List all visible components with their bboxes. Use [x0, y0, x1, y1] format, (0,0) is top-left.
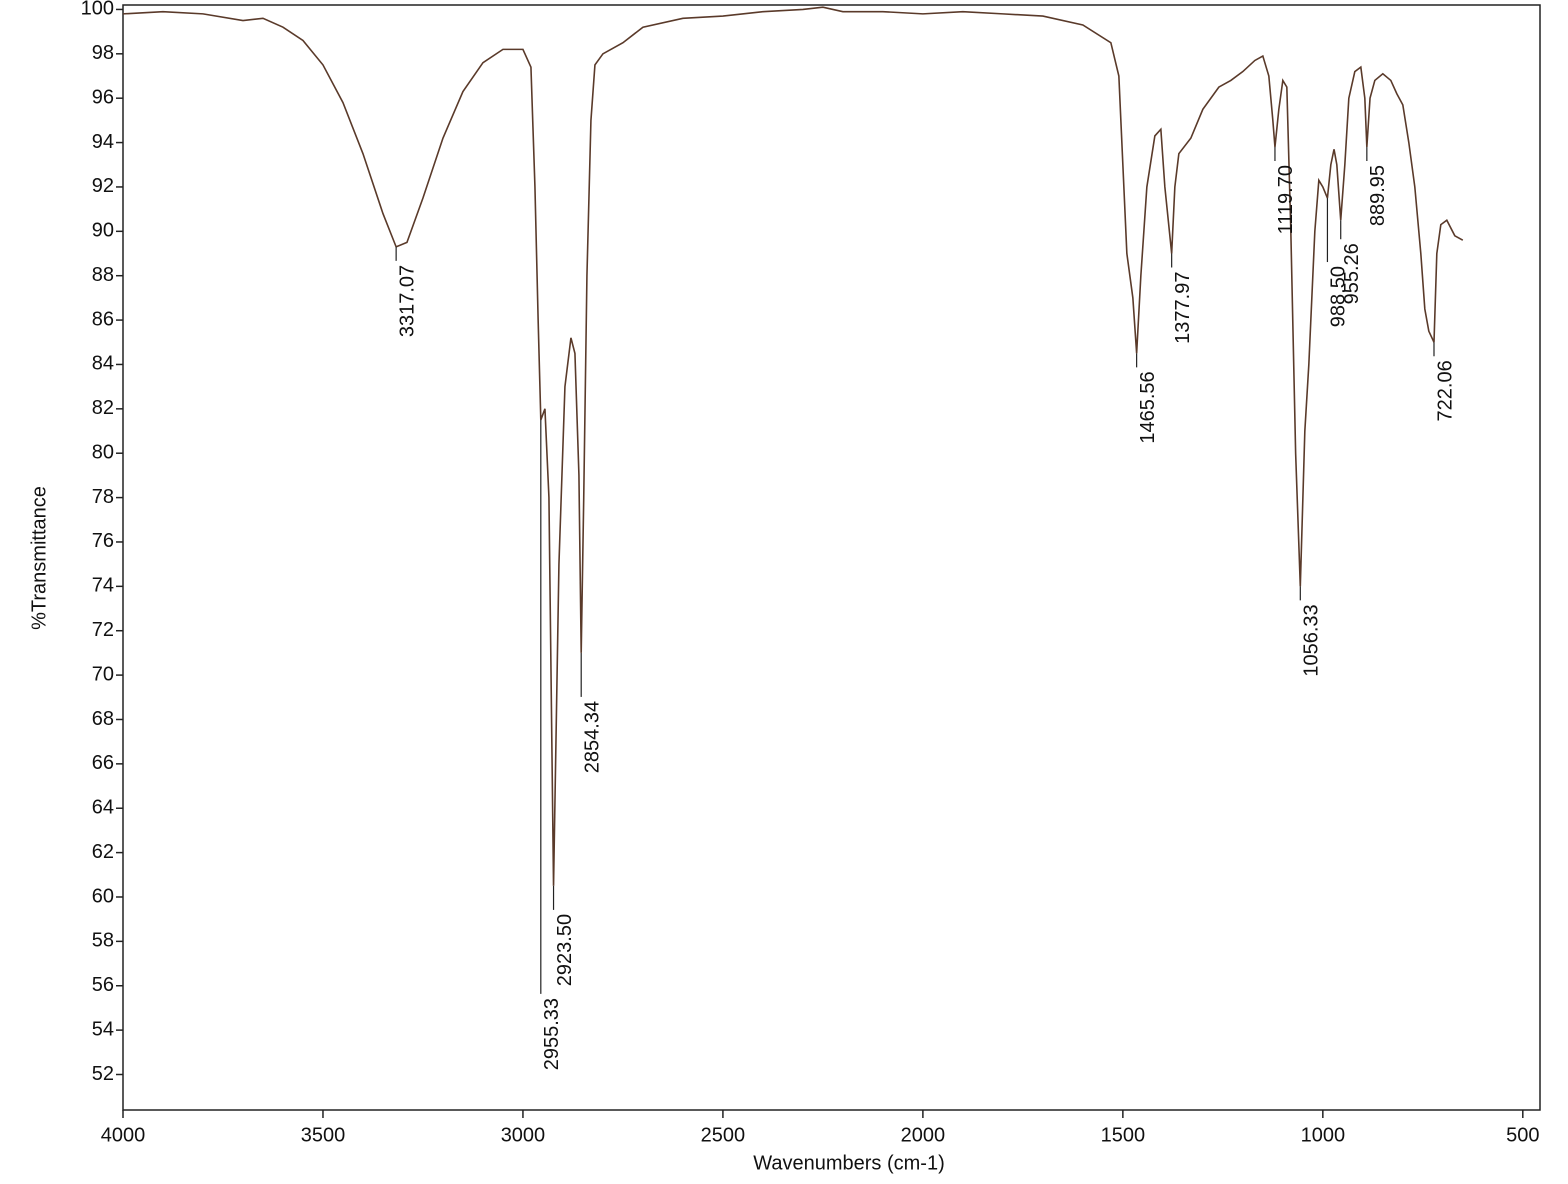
y-tick-label: 96 [92, 86, 114, 108]
y-tick-label: 62 [92, 841, 114, 863]
plot-frame [122, 4, 1541, 1111]
x-tick-label: 4000 [101, 1124, 146, 1146]
peak-label: 1377.97 [1172, 272, 1194, 344]
peak-label: 2955.33 [541, 998, 563, 1070]
y-tick-label: 86 [92, 308, 114, 330]
y-tick-label: 92 [92, 175, 114, 197]
y-tick-label: 56 [92, 974, 114, 996]
y-axis-label: %Transmittance [28, 486, 50, 630]
peak-label: 3317.07 [396, 265, 418, 337]
x-tick-label: 500 [1506, 1124, 1539, 1146]
peak-label: 722.06 [1434, 360, 1456, 421]
y-tick-label: 66 [92, 752, 114, 774]
y-tick-label: 84 [92, 353, 114, 375]
y-tick-label: 52 [92, 1063, 114, 1085]
x-tick-label: 2000 [901, 1124, 946, 1146]
y-tick-label: 78 [92, 486, 114, 508]
y-tick-label: 82 [92, 397, 114, 419]
peak-label: 2923.50 [554, 914, 576, 986]
x-tick-label: 1000 [1301, 1124, 1346, 1146]
y-tick-label: 72 [92, 619, 114, 641]
x-tick-label: 2500 [701, 1124, 746, 1146]
y-tick-label: 90 [92, 220, 114, 242]
y-tick-label: 64 [92, 797, 114, 819]
spectrum-line [122, 6, 1464, 886]
y-tick-label: 70 [92, 663, 114, 685]
y-tick-label: 74 [92, 575, 114, 597]
y-tick-label: 100 [81, 0, 114, 20]
y-tick-label: 94 [92, 131, 114, 153]
y-tick-label: 76 [92, 530, 114, 552]
peak-label: 1119.70 [1275, 165, 1297, 234]
peak-label: 889.95 [1367, 165, 1389, 226]
y-tick-label: 68 [92, 708, 114, 730]
x-tick-label: 1500 [1101, 1124, 1146, 1146]
y-tick-label: 54 [92, 1018, 114, 1040]
y-tick-label: 88 [92, 264, 114, 286]
x-tick-label: 3500 [301, 1124, 346, 1146]
x-axis-label: Wavenumbers (cm-1) [753, 1152, 945, 1174]
y-tick-label: 80 [92, 441, 114, 463]
peak-label: 1465.56 [1137, 371, 1159, 443]
peak-label: 2854.34 [581, 701, 603, 773]
y-tick-label: 58 [92, 930, 114, 952]
peak-label: 1056.33 [1301, 604, 1323, 676]
x-tick-label: 3000 [501, 1124, 546, 1146]
y-tick-label: 60 [92, 885, 114, 907]
y-tick-label: 98 [92, 42, 114, 64]
peak-label: 955.26 [1341, 243, 1363, 304]
peak-label: 988.50 [1328, 266, 1350, 327]
